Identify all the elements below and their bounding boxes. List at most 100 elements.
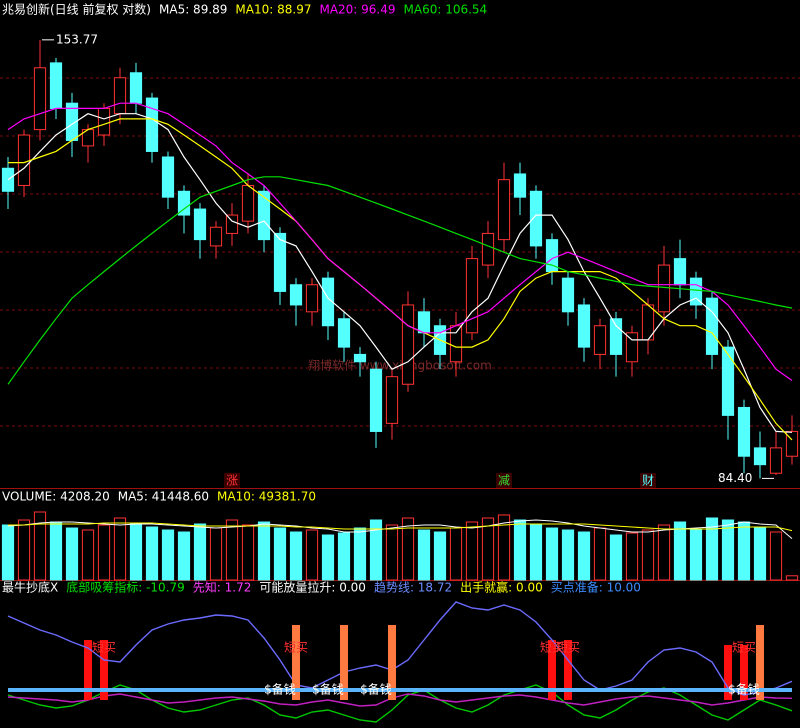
candle-body: [209, 226, 223, 247]
signal-bar: [740, 645, 748, 700]
legend-entry: 先知: 1.72: [193, 581, 252, 595]
legend-entry: 可能放量拉升: 0.00: [259, 580, 366, 595]
volume-bar: [497, 514, 511, 581]
candle-body: [49, 62, 63, 109]
legend-entry: MA10: 88.97: [235, 3, 311, 17]
event-box: [640, 473, 656, 488]
candle-body: [705, 297, 719, 355]
signal-label: 短买: [540, 641, 564, 655]
signal-bar: [100, 640, 108, 700]
candle-body: [577, 304, 591, 348]
candle-body: [657, 264, 671, 313]
legend-entry: MA20: 96.49: [319, 3, 395, 17]
candle-body: [481, 232, 495, 266]
indicator-line: [7, 601, 793, 696]
volume-bar: [305, 529, 319, 581]
volume-bar: [561, 529, 575, 581]
candle-body: [769, 447, 783, 474]
panel-title: 兆易创新(日线 前复权 对数): [2, 2, 151, 17]
volume-bar: [641, 529, 655, 581]
volume-bar: [209, 527, 223, 581]
volume-bar: [465, 521, 479, 581]
legend-entry: 买点准备: 10.00: [551, 581, 641, 595]
volume-bar: [609, 534, 623, 581]
volume-bar: [769, 531, 783, 581]
panel-title: VOLUME: 4208.20: [2, 490, 110, 504]
candle-body: [593, 325, 607, 355]
signal-label: 短买: [732, 641, 756, 655]
volume-bar: [161, 529, 175, 581]
candle-body: [721, 346, 735, 416]
volume-bar: [49, 521, 63, 581]
candle-body: [273, 232, 287, 292]
panel-title: 最牛抄底X: [2, 580, 58, 595]
volume-bar: [625, 532, 639, 581]
legend-entry: 底部吸筹指标: -10.79: [66, 580, 185, 595]
candle-body: [321, 277, 335, 327]
volume-bar: [369, 519, 383, 581]
candle-body: [465, 258, 479, 334]
signal-bar: [756, 625, 764, 700]
volume-bar: [593, 527, 607, 581]
candle-body: [401, 304, 415, 385]
volume-bar: [545, 527, 559, 581]
volume-bar: [449, 527, 463, 581]
candle-body: [625, 332, 639, 363]
candle-body: [689, 277, 703, 306]
price-label: 84.40: [718, 471, 752, 485]
signal-bar: [84, 640, 92, 700]
volume-bar: [321, 534, 335, 581]
candle-body: [177, 190, 191, 216]
event-label: 涨: [226, 473, 238, 488]
legend-entry: 出手就赢: 0.00: [460, 580, 543, 595]
candle-body: [737, 406, 751, 457]
volume-bar: [241, 524, 255, 581]
volume-bar: [289, 531, 303, 581]
candle-body: [113, 77, 127, 115]
ma-line: [7, 102, 793, 381]
cash-label: $备钱: [728, 682, 760, 697]
candle-body: [785, 430, 799, 457]
volume-bar: [737, 521, 751, 581]
volume-bar: [257, 521, 271, 581]
candle-body: [257, 190, 271, 241]
candle-body: [385, 376, 399, 424]
candle-body: [337, 318, 351, 348]
signal-bar: [548, 640, 556, 700]
volume-bar: [721, 519, 735, 581]
volume-bar: [689, 529, 703, 581]
candle-body: [449, 325, 463, 363]
volume-bar: [785, 575, 799, 581]
volume-bar: [113, 517, 127, 581]
candle-body: [161, 156, 175, 198]
candle-body: [97, 107, 111, 136]
candle-body: [1, 167, 15, 192]
cash-label: $备钱: [264, 682, 296, 697]
candle-body: [369, 368, 383, 432]
volume-bar: [433, 531, 447, 581]
signal-bar: [564, 640, 572, 700]
volume-bar: [273, 527, 287, 581]
volume-bar: [513, 519, 527, 581]
legend-entry: 趋势线: 18.72: [374, 581, 452, 595]
candle-body: [609, 318, 623, 355]
volume-bar: [1, 524, 15, 581]
volume-bar: [97, 524, 111, 581]
volume-bar: [417, 529, 431, 581]
price-label: 153.77: [56, 32, 98, 46]
volume-bar: [577, 531, 591, 581]
volume-bar: [145, 526, 159, 581]
indicator-line: [7, 693, 793, 707]
candle-body: [129, 72, 143, 104]
volume-bar: [385, 524, 399, 581]
volume-bar: [753, 527, 767, 581]
legend-entry: MA5: 89.89: [159, 3, 227, 17]
candle-body: [417, 311, 431, 334]
candle-body: [753, 447, 767, 466]
event-box: [224, 473, 240, 488]
signal-bar: [292, 625, 300, 700]
volume-bar: [353, 527, 367, 581]
cash-label: $备钱: [312, 682, 344, 697]
